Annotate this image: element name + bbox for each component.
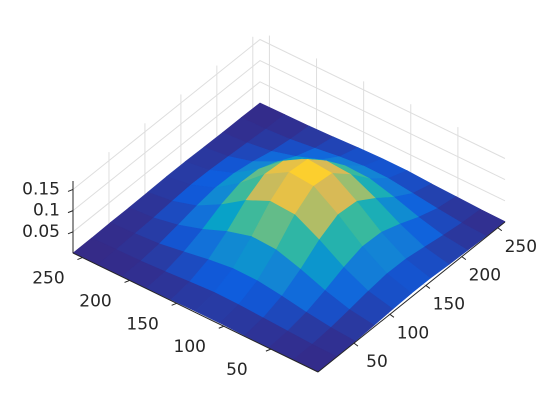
z-tick-label: 0.1 [33, 201, 60, 221]
tick-mark [461, 256, 467, 261]
tick-mark [171, 302, 177, 306]
x-tick-label: 100 [397, 323, 429, 343]
y-tick-label: 200 [79, 291, 111, 311]
tick-mark [265, 348, 272, 352]
x-tick-label: 150 [433, 294, 465, 314]
tick-mark [218, 325, 224, 329]
tick-mark [425, 285, 431, 289]
grid-line [72, 81, 506, 233]
tick-mark [353, 342, 359, 347]
y-tick-label: 50 [226, 360, 248, 380]
y-tick-label: 100 [174, 337, 206, 357]
tick-mark [389, 313, 395, 318]
x-tick-label: 50 [366, 352, 388, 372]
tick-mark [77, 257, 83, 261]
tick-mark [124, 279, 130, 283]
y-tick-label: 150 [126, 314, 158, 334]
tick-mark [67, 189, 74, 192]
z-tick-label: 0.05 [22, 222, 60, 242]
tick-mark [497, 227, 503, 232]
grid-line [72, 38, 506, 190]
y-tick-label: 250 [32, 269, 64, 289]
z-tick-label: 0.15 [22, 179, 60, 199]
axis-line [72, 252, 319, 373]
x-tick-label: 200 [469, 266, 501, 286]
axis-line [317, 221, 506, 373]
grid-line [72, 60, 506, 211]
x-tick-label: 250 [505, 237, 537, 257]
tick-mark [67, 231, 74, 235]
tick-mark [67, 210, 74, 214]
